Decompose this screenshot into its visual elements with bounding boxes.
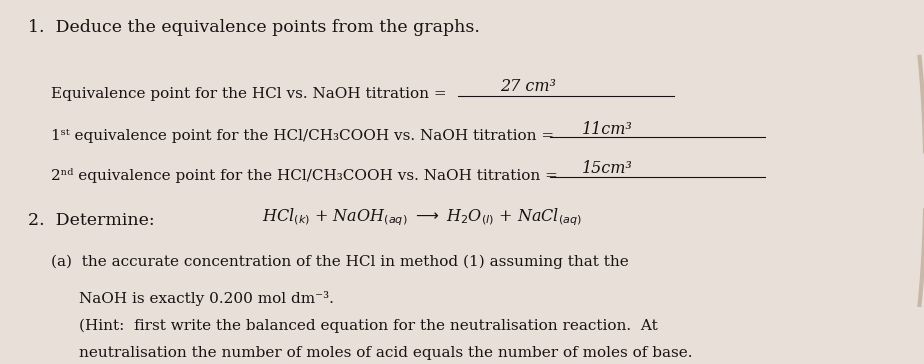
Text: 2.  Determine:: 2. Determine: — [28, 211, 155, 229]
Text: 1.  Deduce the equivalence points from the graphs.: 1. Deduce the equivalence points from th… — [28, 19, 480, 36]
Text: 1ˢᵗ equivalence point for the HCl/CH₃COOH vs. NaOH titration =: 1ˢᵗ equivalence point for the HCl/CH₃COO… — [51, 128, 554, 143]
Text: 15cm³: 15cm³ — [582, 161, 633, 177]
Text: (a)  the accurate concentration of the HCl in method (1) assuming that the: (a) the accurate concentration of the HC… — [51, 255, 629, 269]
Text: Equivalence point for the HCl vs. NaOH titration =: Equivalence point for the HCl vs. NaOH t… — [51, 87, 446, 101]
Text: NaOH is exactly 0.200 mol dm⁻³.: NaOH is exactly 0.200 mol dm⁻³. — [79, 291, 334, 306]
Text: HCl$_{(k)}$ + NaOH$_{(aq)}$ $\longrightarrow$ H$_{2}$O$_{(l)}$ + NaCl$_{(aq)}$: HCl$_{(k)}$ + NaOH$_{(aq)}$ $\longrighta… — [261, 206, 581, 228]
Text: 27 cm³: 27 cm³ — [500, 78, 555, 95]
Text: neutralisation the number of moles of acid equals the number of moles of base.: neutralisation the number of moles of ac… — [79, 346, 692, 360]
Text: 11cm³: 11cm³ — [582, 121, 633, 138]
Text: 2ⁿᵈ equivalence point for the HCl/CH₃COOH vs. NaOH titration =: 2ⁿᵈ equivalence point for the HCl/CH₃COO… — [51, 168, 558, 183]
Text: (Hint:  first write the balanced equation for the neutralisation reaction.  At: (Hint: first write the balanced equation… — [79, 318, 657, 333]
